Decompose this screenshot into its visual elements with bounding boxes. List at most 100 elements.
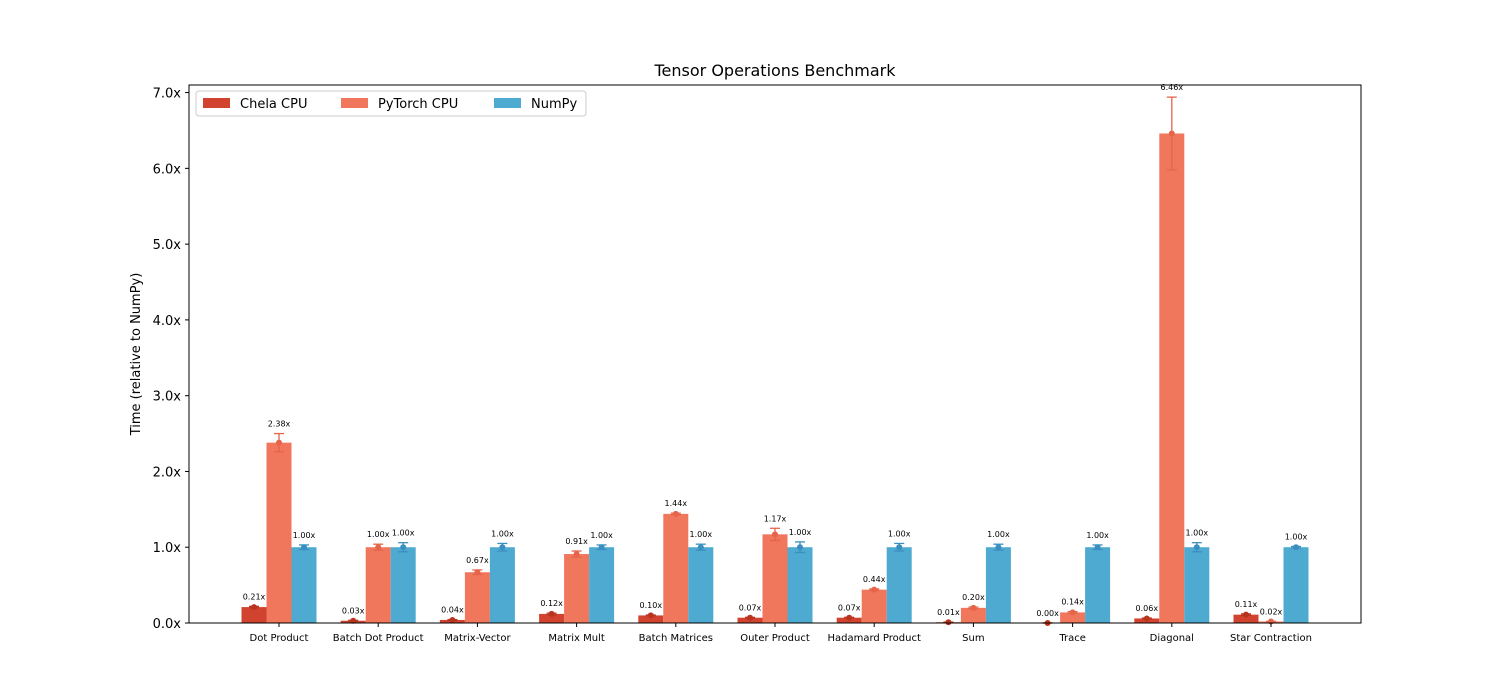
point-marker (1069, 609, 1076, 616)
x-tick-label: Hadamard Product (827, 633, 921, 644)
x-tick-label: Batch Dot Product (333, 633, 424, 644)
data-label: 0.14x (1061, 598, 1084, 607)
legend-label: PyTorch CPU (378, 97, 458, 112)
point-marker (1094, 544, 1101, 551)
bar (886, 547, 912, 623)
data-label: 0.06x (1136, 604, 1159, 613)
bar (365, 547, 391, 623)
data-label: 0.02x (1260, 607, 1283, 616)
bar (960, 607, 986, 623)
data-label: 1.00x (367, 530, 390, 539)
data-label: 1.00x (987, 530, 1010, 539)
legend-swatch (341, 98, 368, 108)
data-label: 1.00x (789, 528, 812, 537)
bar (266, 442, 292, 623)
x-tick-label: Trace (1058, 633, 1086, 644)
data-label: 0.12x (540, 599, 563, 608)
legend: Chela CPU PyTorch CPU NumPy (195, 90, 587, 117)
data-label: 0.91x (565, 537, 588, 546)
y-tick-label: 6.0x (153, 162, 182, 177)
point-marker (449, 616, 456, 623)
bar (390, 547, 416, 623)
bar (1184, 547, 1210, 623)
data-label: 1.00x (888, 529, 911, 538)
point-marker (995, 544, 1002, 551)
point-marker (1293, 544, 1299, 551)
legend-swatch (494, 98, 521, 108)
x-tick-label: Diagonal (1150, 633, 1194, 644)
point-marker (647, 612, 654, 619)
point-marker (970, 604, 977, 611)
y-axis-label: Time (relative to NumPy) (129, 273, 144, 437)
x-tick-label: Batch Matrices (639, 633, 713, 644)
point-marker (697, 544, 704, 551)
y-tick-label: 5.0x (153, 238, 182, 253)
data-label: 0.03x (342, 606, 365, 615)
data-label: 0.00x (1036, 609, 1059, 618)
bar (762, 534, 788, 623)
point-marker (375, 544, 382, 551)
legend-label: Chela CPU (240, 97, 307, 112)
point-marker (548, 610, 555, 617)
point-marker (1243, 611, 1249, 618)
data-label: 1.00x (590, 531, 613, 540)
point-marker (846, 614, 853, 621)
point-marker (772, 531, 778, 538)
point-marker (896, 544, 903, 551)
data-label: 0.04x (441, 606, 464, 615)
bar (787, 547, 813, 623)
data-label: 0.44x (863, 575, 886, 584)
data-label: 0.01x (937, 608, 960, 617)
bar (1085, 547, 1111, 623)
series-numpy: 1.00x 1.00x 1.00x 1.00x 1.00x 1.00x 1.00x 1.00x… (291, 528, 1309, 623)
point-marker (400, 544, 407, 551)
point-marker (598, 544, 605, 551)
point-marker (276, 439, 282, 446)
y-tick-label: 2.0x (153, 465, 182, 480)
data-label: 1.00x (491, 529, 514, 538)
x-tick-label: Sum (962, 633, 984, 644)
bar (985, 547, 1011, 623)
bar (1159, 133, 1185, 623)
point-marker (350, 617, 357, 624)
point-marker (945, 619, 952, 626)
data-label: 0.67x (466, 556, 489, 565)
bar (489, 547, 515, 623)
y-tick-label: 7.0x (153, 87, 182, 102)
bar (291, 547, 317, 623)
data-label: 6.46x (1161, 83, 1184, 92)
data-label: 0.11x (1235, 600, 1258, 609)
point-marker (301, 544, 307, 551)
data-label: 2.38x (268, 420, 291, 429)
point-marker (573, 551, 580, 558)
data-label: 1.00x (1086, 531, 1109, 540)
x-tick-label: Dot Product (250, 633, 309, 644)
y-tick-label: 0.0x (153, 617, 182, 632)
bar (1233, 614, 1259, 623)
x-tick-label: Matrix-Vector (444, 633, 511, 644)
bar (539, 613, 565, 623)
point-marker (251, 604, 257, 611)
point-marker (474, 569, 481, 576)
data-label: 1.44x (665, 499, 688, 508)
bar (1283, 547, 1309, 623)
bar (638, 615, 664, 623)
series-pytorch-cpu: 2.38x 1.00x 0.67x 0.91x 1.44x 1.17x 0.44x 0.20x… (266, 83, 1284, 625)
data-label: 1.00x (1186, 529, 1209, 538)
bar (564, 554, 590, 623)
data-label: 1.00x (690, 530, 713, 539)
data-label: 1.00x (392, 529, 415, 538)
point-marker (747, 614, 753, 621)
bar (663, 513, 689, 623)
point-marker (797, 544, 803, 551)
bar (1060, 612, 1086, 623)
data-label: 1.00x (1285, 532, 1308, 541)
point-marker (1168, 130, 1175, 137)
data-label: 1.00x (293, 531, 316, 540)
bar (464, 572, 490, 623)
data-label: 0.21x (243, 592, 266, 601)
y-tick-label: 1.0x (153, 541, 182, 556)
bar (589, 547, 615, 623)
data-label: 0.10x (640, 601, 663, 610)
data-label: 1.17x (764, 514, 787, 523)
